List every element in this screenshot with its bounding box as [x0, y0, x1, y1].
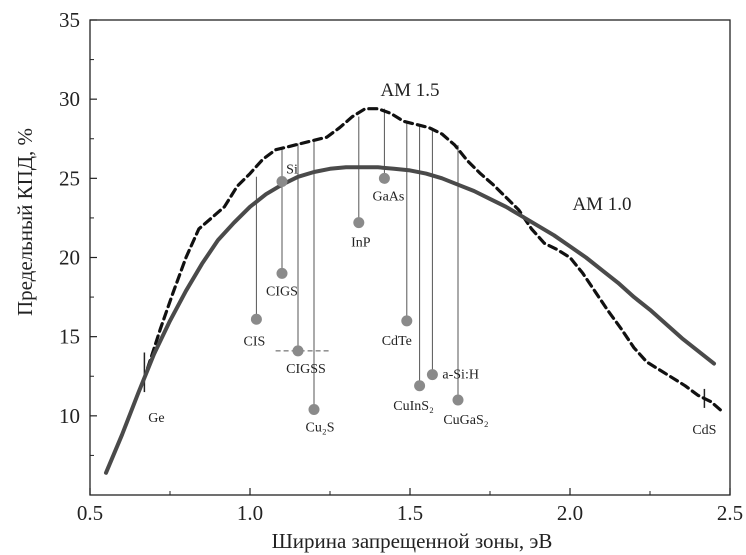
material-label: CdTe: [382, 334, 412, 349]
material-label: CdS: [692, 423, 716, 438]
material-lines: [144, 109, 704, 410]
material-label: GaAs: [372, 189, 404, 204]
material-point: [277, 176, 288, 187]
material-label: CuInS₂: [393, 399, 434, 414]
material-label: CIS: [244, 334, 266, 349]
x-tick-label: 2.5: [717, 501, 743, 525]
series-line-am15: [148, 109, 724, 413]
y-tick-label: 10: [59, 404, 80, 428]
series-lines: [106, 109, 724, 473]
y-tick-label: 25: [59, 166, 80, 190]
x-tick-label: 1.5: [397, 501, 423, 525]
x-axis-title: Ширина запрещенной зоны, эВ: [272, 529, 553, 553]
material-label: InP: [351, 236, 371, 251]
material-point: [277, 268, 288, 279]
y-tick-label: 20: [59, 246, 80, 270]
material-label: a-Si:H: [442, 368, 479, 383]
material-point: [401, 315, 412, 326]
x-tick-label: 2.0: [557, 501, 583, 525]
y-axis-title: Предельный КПД, %: [13, 128, 37, 316]
material-label: CuGaS₂: [443, 413, 488, 428]
material-point: [293, 345, 304, 356]
y-tick-label: 30: [59, 87, 80, 111]
x-tick-label: 1.0: [237, 501, 263, 525]
x-tick-label: 0.5: [77, 501, 103, 525]
material-point: [379, 173, 390, 184]
material-point: [251, 314, 262, 325]
series-label: AM 1.5: [380, 80, 439, 101]
y-tick-label: 15: [59, 325, 80, 349]
material-point: [414, 380, 425, 391]
y-tick-label: 35: [59, 8, 80, 32]
material-label: Ge: [148, 411, 164, 426]
series-label: AM 1.0: [572, 194, 631, 215]
material-point: [309, 404, 320, 415]
material-point: [353, 217, 364, 228]
material-label: Si: [286, 163, 298, 178]
material-label: Cu₂S: [305, 421, 334, 436]
material-point: [427, 369, 438, 380]
series-labels: AM 1.5 AM 1.0: [380, 80, 631, 215]
material-label: CIGSS: [286, 362, 326, 377]
material-point: [453, 395, 464, 406]
material-label: CIGS: [266, 284, 298, 299]
